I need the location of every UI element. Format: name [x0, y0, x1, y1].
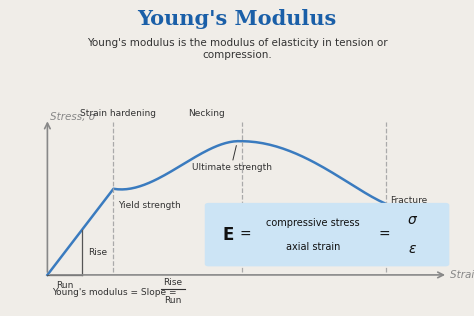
Text: Run: Run [164, 296, 182, 305]
Text: E: E [223, 226, 234, 244]
Text: Yield strength: Yield strength [118, 201, 181, 210]
Text: Young's modulus = Slope =: Young's modulus = Slope = [52, 288, 180, 297]
Text: Young's modulus is the modulus of elasticity in tension or
compression.: Young's modulus is the modulus of elasti… [87, 38, 387, 59]
Text: ε: ε [409, 241, 416, 256]
Text: σ: σ [408, 213, 417, 227]
Text: Rise: Rise [164, 278, 182, 287]
Text: axial strain: axial strain [286, 241, 340, 252]
Text: Rise: Rise [88, 248, 107, 257]
Text: Strain, ε: Strain, ε [450, 270, 474, 280]
Text: =: = [239, 228, 251, 242]
Text: Ultimate strength: Ultimate strength [192, 163, 272, 172]
Text: Young's Modulus: Young's Modulus [137, 9, 337, 29]
Text: compressive stress: compressive stress [266, 218, 360, 228]
Text: Run: Run [56, 281, 73, 289]
Text: Stress, σ: Stress, σ [50, 112, 95, 122]
Text: =: = [378, 228, 390, 242]
Text: Strain hardening: Strain hardening [81, 110, 156, 118]
Text: Necking: Necking [188, 110, 224, 118]
Text: Fracture: Fracture [390, 196, 428, 205]
